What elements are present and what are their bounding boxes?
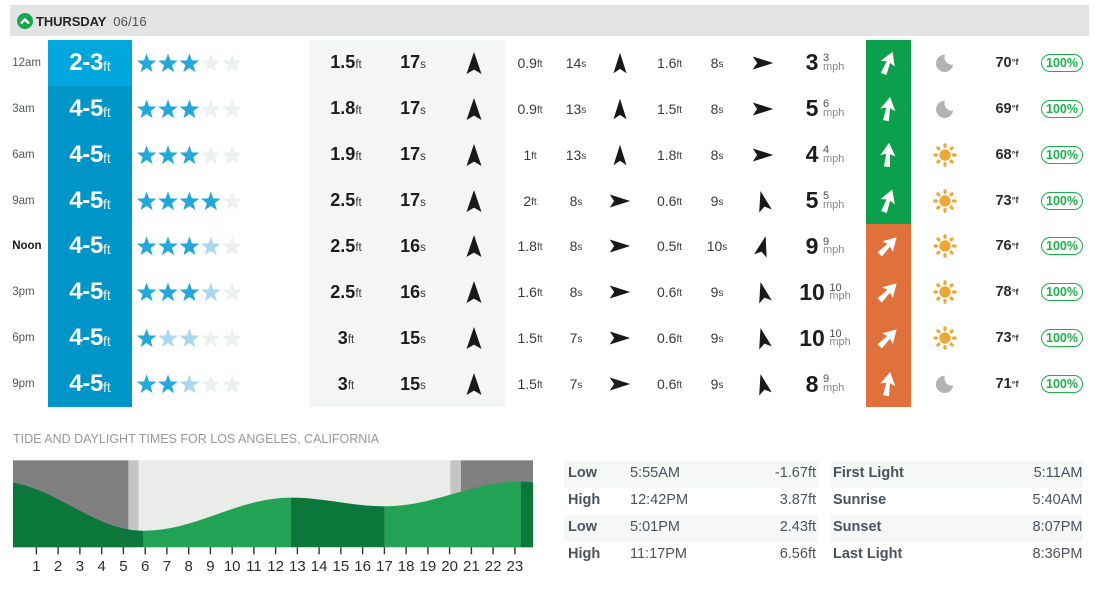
svg-text:9: 9 xyxy=(206,558,214,575)
svg-text:15: 15 xyxy=(333,558,350,575)
svg-text:1: 1 xyxy=(32,558,40,575)
svg-text:23: 23 xyxy=(507,558,524,575)
svg-text:10: 10 xyxy=(224,558,241,575)
svg-text:14: 14 xyxy=(311,558,328,575)
svg-text:7: 7 xyxy=(163,558,171,575)
svg-text:19: 19 xyxy=(420,558,437,575)
svg-text:8: 8 xyxy=(185,558,193,575)
svg-text:13: 13 xyxy=(289,558,306,575)
svg-text:16: 16 xyxy=(354,558,371,575)
svg-text:5: 5 xyxy=(119,558,127,575)
svg-text:12: 12 xyxy=(267,558,284,575)
svg-text:21: 21 xyxy=(463,558,480,575)
svg-text:18: 18 xyxy=(398,558,415,575)
svg-text:3: 3 xyxy=(76,558,84,575)
svg-text:17: 17 xyxy=(376,558,393,575)
svg-text:6: 6 xyxy=(141,558,149,575)
svg-text:22: 22 xyxy=(485,558,502,575)
svg-text:2: 2 xyxy=(54,558,62,575)
svg-text:11: 11 xyxy=(246,558,262,575)
svg-text:4: 4 xyxy=(98,558,106,575)
svg-text:20: 20 xyxy=(441,558,458,575)
